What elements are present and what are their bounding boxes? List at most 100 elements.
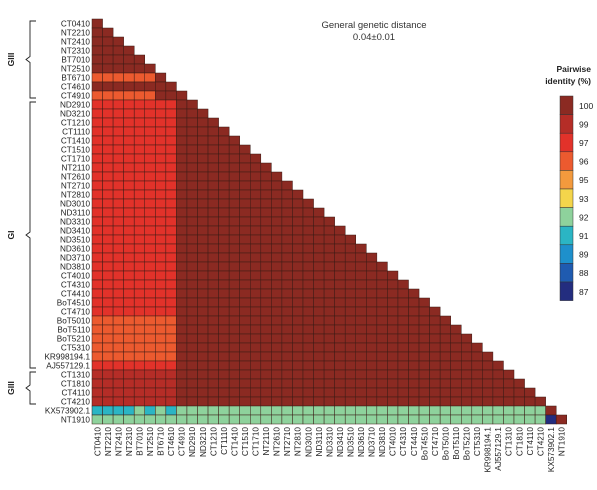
heatmap-cell [503,405,515,416]
heatmap-cell [313,252,325,263]
heatmap-cell [91,117,103,128]
row-label: ND3310 [60,218,90,227]
heatmap-cell [186,387,198,398]
legend-tick-label: 96 [579,157,589,167]
heatmap-cell [239,225,251,236]
heatmap-cell [355,342,367,353]
heatmap-cell [112,243,124,254]
heatmap-cell [397,396,409,407]
heatmap-cell [492,369,504,380]
heatmap-cell [144,351,156,362]
heatmap-cell [197,234,209,245]
heatmap-cell [165,279,177,290]
heatmap-cell [281,279,293,290]
heatmap-cell [133,216,145,227]
heatmap-cell [228,171,240,182]
heatmap-cell [387,342,399,353]
heatmap-cell [323,279,335,290]
heatmap-cell [112,117,124,128]
heatmap-cell [112,108,124,119]
heatmap-cell [91,180,103,191]
heatmap-cell [397,288,409,299]
heatmap-cell [313,270,325,281]
heatmap-cell [408,405,420,416]
heatmap-cell [260,414,272,425]
heatmap-cell [250,342,262,353]
heatmap-cell [155,153,167,164]
heatmap-cell [429,306,441,317]
heatmap-cell [197,369,209,380]
heatmap-cell [133,234,145,245]
heatmap-cell [323,405,335,416]
heatmap-cell [334,252,346,263]
heatmap-cell [218,324,230,335]
heatmap-cell [250,405,262,416]
heatmap-cell [292,261,304,272]
heatmap-cell [239,153,251,164]
heatmap-cell [250,315,262,326]
heatmap-cell [302,297,314,308]
group-label: GIII [6,381,16,395]
heatmap-cell [144,360,156,371]
heatmap-cell [524,414,536,425]
heatmap-cell [376,405,388,416]
heatmap-cell [461,387,473,398]
heatmap-cell [218,288,230,299]
heatmap-cell [186,108,198,119]
heatmap-cell [133,189,145,200]
heatmap-cell [461,342,473,353]
heatmap-cell [197,126,209,137]
heatmap-cell [155,396,167,407]
heatmap-cell [302,279,314,290]
column-label: NT2710 [283,427,292,457]
heatmap-cell [207,198,219,209]
heatmap-cell [197,378,209,389]
heatmap-cell [218,180,230,191]
heatmap-cell [228,270,240,281]
row-label: ND3210 [60,110,90,119]
heatmap-cell [165,288,177,299]
heatmap-cell [323,414,335,425]
heatmap-cell [102,234,114,245]
heatmap-cell [144,306,156,317]
heatmap-cell [155,198,167,209]
heatmap-cell [133,225,145,236]
heatmap-cell [471,369,483,380]
heatmap-cell [165,180,177,191]
heatmap-cell [218,189,230,200]
heatmap-cell [366,369,378,380]
heatmap-cell [355,243,367,254]
heatmap-cell [102,72,114,83]
heatmap-cell [144,216,156,227]
heatmap-cell [323,342,335,353]
heatmap-cell [176,405,188,416]
heatmap-cell [144,189,156,200]
column-label: ND3110 [315,427,324,457]
row-label: AJ557129.1 [46,362,90,371]
heatmap-cell [344,252,357,263]
heatmap-cell [123,135,135,146]
column-label: ND3610 [357,427,366,457]
heatmap-cell [102,369,114,380]
heatmap-cell [302,243,314,254]
heatmap-cell [397,369,409,380]
heatmap-cell [197,306,209,317]
heatmap-cell [292,225,304,236]
heatmap-cell [144,81,156,92]
column-label: ND3310 [325,427,334,457]
heatmap-cell [344,369,357,380]
heatmap-cell [387,288,399,299]
heatmap-cell [292,207,304,218]
heatmap-cell [133,360,145,371]
heatmap-cell [91,234,103,245]
heatmap-cell [207,234,219,245]
column-label: CT0410 [93,427,102,457]
heatmap-cell [344,288,357,299]
heatmap-cell [387,279,399,290]
legend-tick-label: 93 [579,194,589,204]
heatmap-cell [91,144,103,155]
heatmap-cell [155,297,167,308]
heatmap-cell [397,405,409,416]
heatmap-cell [123,378,135,389]
